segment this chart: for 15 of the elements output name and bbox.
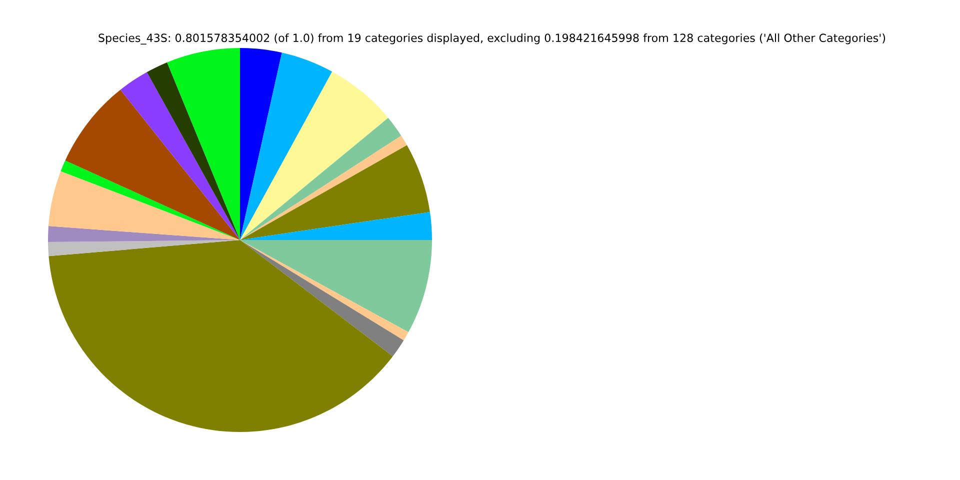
pie-slice: [240, 72, 388, 240]
pie-slice: [240, 136, 407, 240]
pie-slice: [240, 240, 404, 356]
pie-slice: [146, 62, 240, 240]
pie-slice: [48, 171, 240, 240]
pie-slice: [120, 72, 240, 240]
pie-slice: [60, 160, 240, 240]
pie-slice: [48, 240, 240, 256]
pie-slice: [240, 52, 332, 240]
pie-slice: [167, 48, 240, 240]
pie-slice: [240, 240, 408, 340]
pie-slice: [240, 48, 282, 240]
pie-slice: [240, 212, 432, 240]
pie-slice: [65, 90, 240, 240]
text: Species_43S: 0.801578354002 (of 1.0) from 19 categories displayed, excluding 0.198421645998 from 128 categories ('All Other Categories'): [98, 33, 886, 45]
